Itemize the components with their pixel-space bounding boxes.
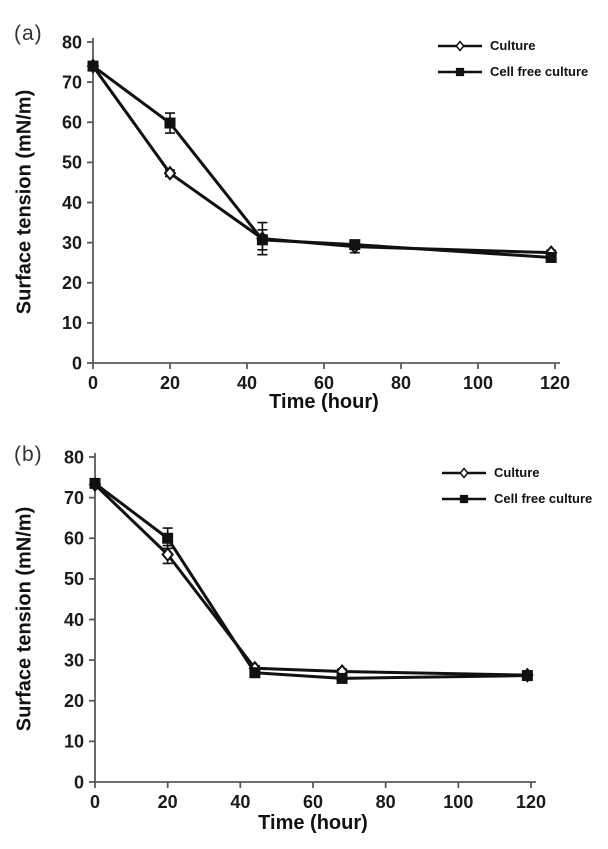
svg-text:0: 0 [72, 353, 82, 373]
data-point-marker [249, 667, 261, 679]
data-point-marker [455, 39, 465, 52]
svg-text:40: 40 [64, 610, 84, 630]
svg-text:0: 0 [90, 792, 100, 812]
x-axis-title-b: Time (hour) [258, 812, 368, 834]
svg-text:20: 20 [158, 792, 178, 812]
data-point-marker [87, 60, 99, 72]
legend-marker-cell-free-culture [442, 494, 486, 503]
chart-b: 0 10 20 30 40 50 60 70 80 0 20 40 60 80 100 120 [64, 447, 546, 812]
legend-item-culture: Culture [437, 38, 588, 53]
axes [87, 38, 560, 369]
svg-text:70: 70 [62, 72, 82, 92]
svg-text:0: 0 [88, 373, 98, 393]
legend-marker-culture [442, 466, 486, 479]
svg-text:50: 50 [64, 569, 84, 589]
svg-text:60: 60 [62, 113, 82, 133]
series-culture [88, 477, 534, 683]
series-cell-free-culture [89, 477, 533, 684]
svg-text:120: 120 [540, 373, 570, 393]
svg-text:60: 60 [314, 373, 334, 393]
svg-text:20: 20 [62, 273, 82, 293]
svg-text:80: 80 [376, 792, 396, 812]
legend-label-culture: Culture [494, 465, 540, 480]
legend-item-cell-free-culture: Cell free culture [437, 64, 588, 79]
svg-text:40: 40 [62, 193, 82, 213]
legend-a: Culture Cell free culture [437, 38, 588, 79]
panel-label-a: (a) [14, 22, 43, 45]
svg-text:40: 40 [230, 792, 250, 812]
error-bars [88, 62, 557, 261]
legend-label-cell-free-culture: Cell free culture [494, 491, 593, 506]
panel-label-b: (b) [14, 443, 43, 466]
series-line [91, 65, 552, 255]
svg-text:100: 100 [443, 792, 473, 812]
y-tick-labels: 0 10 20 30 40 50 60 70 80 [64, 447, 84, 792]
data-point-marker [459, 466, 469, 479]
data-point-marker [163, 165, 177, 181]
svg-text:80: 80 [62, 32, 82, 52]
legend-marker-cell-free-culture [438, 67, 482, 76]
data-point-marker [349, 239, 361, 251]
legend-label-culture: Culture [490, 38, 536, 53]
data-point-marker [162, 532, 174, 544]
legend-label-cell-free-culture: Cell free culture [490, 64, 589, 79]
svg-text:20: 20 [160, 373, 180, 393]
data-point-marker [459, 494, 469, 503]
legend-item-cell-free-culture: Cell free culture [441, 491, 592, 506]
data-point-marker [164, 117, 176, 129]
data-point-marker [545, 251, 557, 263]
x-tick-labels: 0 20 40 60 80 100 120 [90, 792, 546, 812]
x-axis-title-a: Time (hour) [269, 391, 379, 413]
legend-item-culture: Culture [441, 465, 592, 480]
svg-text:40: 40 [237, 373, 257, 393]
legend-b: Culture Cell free culture [441, 465, 592, 506]
svg-text:50: 50 [62, 153, 82, 173]
series-cell-free-culture [87, 60, 557, 263]
data-point-marker [89, 477, 101, 489]
x-tick-labels: 0 20 40 60 80 100 120 [88, 373, 570, 393]
series-culture [86, 58, 558, 261]
panel-b: 0 10 20 30 40 50 60 70 80 0 20 40 60 80 100 120 (b) Sur… [0, 425, 608, 849]
axes [89, 453, 536, 788]
svg-text:20: 20 [64, 691, 84, 711]
svg-text:80: 80 [391, 373, 411, 393]
data-point-marker [521, 670, 533, 682]
chart-a: 0 10 20 30 40 50 60 70 80 0 20 40 60 80 100 120 [62, 32, 570, 393]
data-point-marker [256, 234, 268, 246]
series-line [93, 483, 528, 677]
svg-text:30: 30 [62, 233, 82, 253]
panel-a: 0 10 20 30 40 50 60 70 80 0 20 40 60 80 100 120 (a) Sur… [0, 0, 608, 424]
svg-text:60: 60 [303, 792, 323, 812]
error-bars [90, 480, 533, 682]
series-line [94, 482, 528, 680]
y-tick-labels: 0 10 20 30 40 50 60 70 80 [62, 32, 82, 373]
svg-text:70: 70 [64, 488, 84, 508]
data-point-marker [455, 67, 465, 76]
data-point-marker [161, 546, 174, 563]
svg-text:0: 0 [74, 772, 84, 792]
svg-text:10: 10 [62, 313, 82, 333]
svg-text:80: 80 [64, 447, 84, 467]
svg-text:100: 100 [463, 373, 493, 393]
svg-text:10: 10 [64, 732, 84, 752]
y-axis-title-b: Surface tension (mN/m) [13, 506, 36, 732]
error-bars [90, 481, 533, 679]
legend-marker-culture [438, 39, 482, 52]
svg-text:60: 60 [64, 529, 84, 549]
svg-text:120: 120 [516, 792, 546, 812]
data-point-marker [336, 672, 348, 684]
y-axis-title-a: Surface tension (mN/m) [13, 89, 36, 315]
svg-text:30: 30 [64, 650, 84, 670]
